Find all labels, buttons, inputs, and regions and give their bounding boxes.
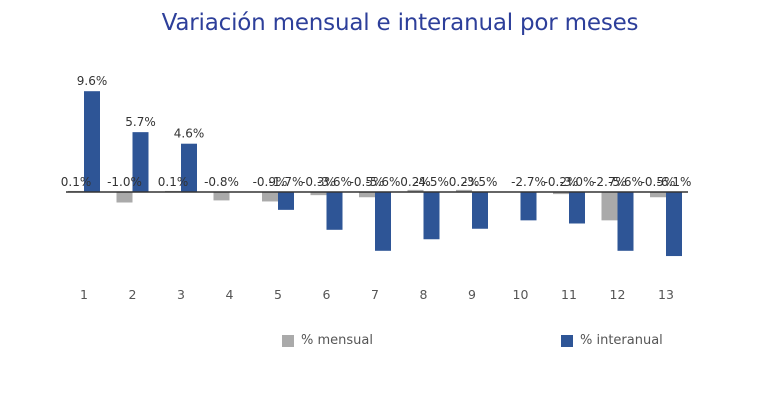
bar-mensual-7	[359, 192, 375, 198]
data-label-interanual-3: 4.6%	[174, 127, 205, 141]
data-label-mensual-12: -2.7%	[592, 175, 627, 189]
data-label-interanual-6: -3.6%	[317, 175, 352, 189]
x-tick-label-8: 8	[420, 287, 428, 302]
bar-mensual-6	[310, 192, 327, 196]
bar-interanual-13	[666, 192, 682, 257]
bar-interanual-6	[326, 192, 343, 230]
chart-title: Variación mensual e interanual por meses	[161, 10, 639, 36]
x-tick-label-1: 1	[80, 287, 88, 302]
bar-interanual-10	[520, 192, 537, 221]
legend-swatch-interanual	[561, 334, 573, 347]
bar-interanual-9	[472, 192, 488, 229]
data-label-interanual-12: -5.6%	[608, 175, 643, 189]
data-label-interanual-7: -5.6%	[366, 175, 401, 189]
bar-mensual-13	[650, 192, 666, 198]
legend-item-interanual[interactable]: % interanual	[561, 333, 663, 348]
bar-interanual-1	[84, 91, 100, 192]
data-label-mensual-2: -1.0%	[107, 175, 142, 189]
bar-interanual-3	[181, 143, 197, 192]
legend-item-mensual[interactable]: % mensual	[282, 333, 373, 348]
bar-mensual-8	[407, 189, 424, 192]
data-label-mensual-3: 0.1%	[158, 175, 189, 189]
x-tick-label-13: 13	[658, 287, 674, 302]
data-label-interanual-13: -6.1%	[657, 175, 692, 189]
data-label-interanual-8: -4.5%	[414, 175, 449, 189]
x-tick-label-9: 9	[468, 287, 476, 302]
x-tick-label-7: 7	[371, 287, 379, 302]
bar-interanual-11	[569, 192, 585, 224]
x-tick-label-12: 12	[610, 287, 626, 302]
x-tick-label-5: 5	[274, 287, 282, 302]
legend-swatch-mensual	[282, 334, 294, 347]
legend-label-mensual: % mensual	[301, 333, 373, 348]
data-label-mensual-11: -0.2%	[544, 175, 579, 189]
data-label-interanual-5: -1.7%	[269, 175, 304, 189]
x-tick-label-4: 4	[226, 287, 234, 302]
bar-mensual-11	[553, 192, 569, 195]
x-tick-label-2: 2	[129, 287, 137, 302]
data-label-mensual-9: 0.2%	[449, 175, 480, 189]
data-label-mensual-1: 0.1%	[61, 175, 92, 189]
data-label-mensual-4: -0.8%	[204, 175, 239, 189]
bar-mensual-4	[213, 192, 230, 201]
bar-interanual-7	[375, 192, 391, 251]
data-label-interanual-2: 5.7%	[125, 115, 156, 129]
x-tick-label-3: 3	[177, 287, 185, 302]
data-label-mensual-7: -0.5%	[350, 175, 385, 189]
bar-interanual-8	[423, 192, 440, 240]
data-label-interanual-10: -2.7%	[511, 175, 546, 189]
data-label-mensual-5: -0.9%	[253, 175, 288, 189]
data-label-mensual-13: -0.5%	[641, 175, 676, 189]
x-tick-label-10: 10	[513, 287, 529, 302]
bar-interanual-2	[132, 132, 149, 192]
legend-label-interanual: % interanual	[580, 333, 663, 348]
data-label-interanual-11: -3.0%	[560, 175, 595, 189]
x-tick-label-11: 11	[561, 287, 577, 302]
x-tick-label-6: 6	[323, 287, 331, 302]
data-label-interanual-9: -3.5%	[463, 175, 498, 189]
bar-mensual-2	[116, 192, 133, 203]
data-label-mensual-6: -0.3%	[301, 175, 336, 189]
data-label-mensual-8: 0.2%	[400, 175, 431, 189]
bar-interanual-12	[617, 192, 634, 251]
bar-mensual-9	[456, 189, 472, 192]
bar-mensual-12	[601, 192, 618, 221]
bar-mensual-5	[262, 192, 278, 202]
bar-interanual-5	[278, 192, 294, 210]
data-label-interanual-1: 9.6%	[77, 74, 108, 88]
